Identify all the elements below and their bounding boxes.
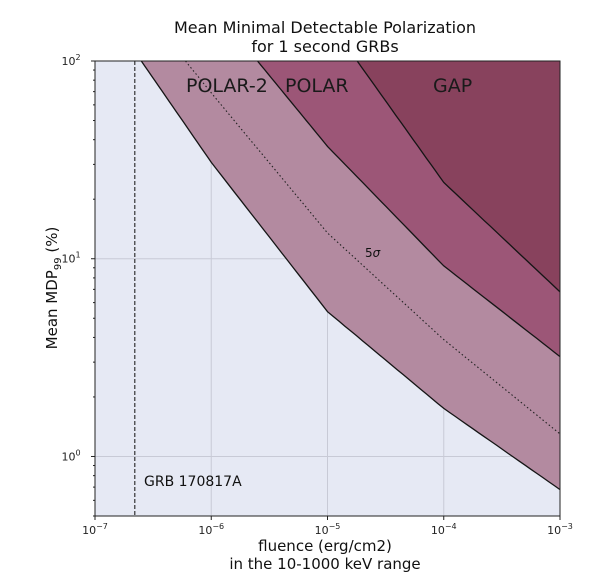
y-axis-label: Mean MDP99 (%): [43, 227, 64, 350]
y-tick-label: 100: [61, 448, 80, 463]
grb-annotation: GRB 170817A: [144, 474, 242, 490]
series-label-polar: POLAR: [285, 75, 349, 97]
x-tick-label: 10−3: [547, 522, 573, 537]
x-tick-label: 10−5: [315, 522, 341, 537]
series-label-polar2: POLAR-2: [186, 75, 268, 97]
x-axis-label-line1: fluence (erg/cm2): [258, 537, 392, 555]
boundary-polar2: [140, 60, 561, 491]
x-ticks: 10−7 10−6 10−5 10−4 10−3: [82, 516, 573, 537]
chart-title-line1: Mean Minimal Detectable Polarization: [174, 18, 476, 37]
y-tick-label: 101: [61, 251, 80, 266]
areas: [141, 61, 561, 490]
area-gap: [357, 61, 560, 292]
y-tick-label: 102: [61, 53, 80, 68]
x-tick-label: 10−4: [431, 522, 457, 537]
boundary-polar: [256, 60, 561, 358]
series-label-gap: GAP: [433, 75, 472, 97]
x-axis-label-line2: in the 10-1000 keV range: [229, 555, 420, 573]
x-tick-label: 10−7: [82, 522, 108, 537]
lines: [134, 60, 561, 516]
y-ticks: 100 101 102: [61, 53, 95, 517]
boundary-gap: [356, 60, 561, 293]
chart-title-line2: for 1 second GRBs: [251, 37, 398, 56]
five-sigma-label: 5σ: [365, 246, 381, 260]
x-tick-label: 10−6: [198, 522, 224, 537]
